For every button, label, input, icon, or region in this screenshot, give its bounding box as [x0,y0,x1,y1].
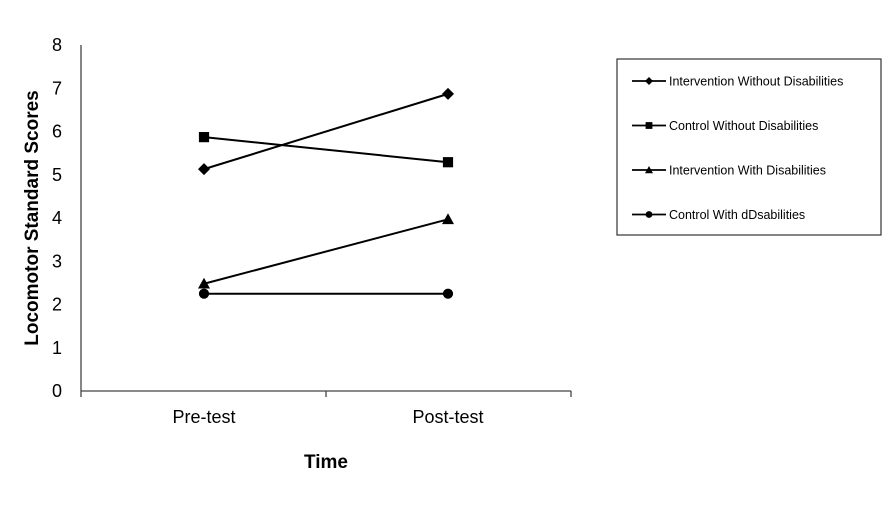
square-marker-icon [442,157,454,168]
x-axis-labels: Pre-test Post-test [172,407,483,427]
square-marker-icon [198,132,210,143]
diamond-icon [645,77,653,85]
series-line [203,218,449,285]
square-icon [645,122,653,129]
triangle-marker-icon [442,213,454,225]
legend-label: Intervention With Disabilities [669,164,826,178]
y-tick-label: 5 [52,165,62,185]
triangle-marker-icon [198,277,210,289]
legend-item: Control With dDsabilities [632,208,805,222]
y-tick-label: 6 [52,122,62,142]
y-tick-label: 3 [52,251,62,271]
circle-marker-icon [198,288,210,299]
legend-label: Control With dDsabilities [669,208,805,222]
triangle-icon [645,166,653,174]
diamond-marker-icon [198,163,210,176]
circle-marker-icon [442,288,454,299]
x-tick-label: Post-test [412,407,483,427]
y-tick-label: 0 [52,381,62,401]
x-axis-title: Time [304,452,348,473]
diamond-marker-icon [442,87,454,100]
legend-item: Intervention Without Disabilities [632,75,843,89]
legend: Intervention Without Disabilities Control… [616,58,882,236]
y-tick-label: 1 [52,338,62,358]
x-tick-label: Pre-test [172,407,235,427]
series-group [198,87,454,299]
y-axis-ticks: 0 1 2 3 4 5 6 7 8 [52,35,62,401]
legend-label: Control Without Disabilities [669,119,818,133]
legend-box [616,58,882,236]
series-triangle [198,213,454,289]
series-line [203,92,449,171]
legend-item: Control Without Disabilities [632,119,818,133]
y-tick-label: 4 [52,208,62,228]
circle-icon [645,211,653,218]
series-circle [198,288,454,299]
series-line [203,136,449,164]
series-diamond [198,87,454,176]
y-tick-label: 8 [52,35,62,55]
y-tick-label: 2 [52,295,62,315]
y-axis-title: Locomotor Standard Scores [22,90,43,346]
legend-item: Intervention With Disabilities [632,164,826,178]
series-square [198,132,454,168]
legend-label: Intervention Without Disabilities [669,75,843,89]
y-tick-label: 7 [52,78,62,98]
